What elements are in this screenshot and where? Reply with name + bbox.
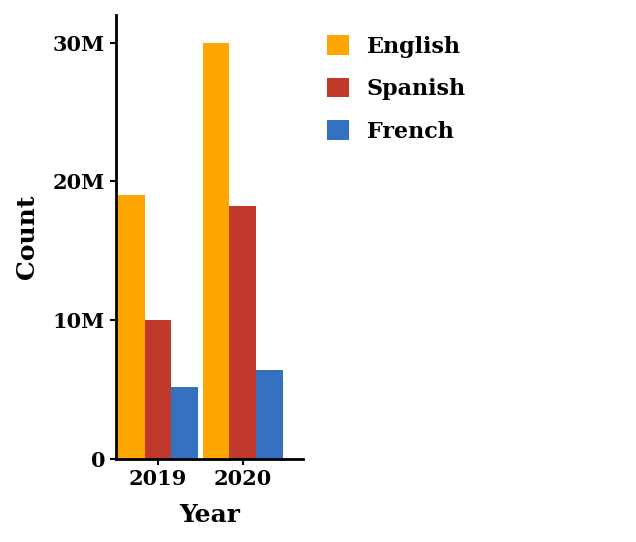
Legend: English, Spanish, French: English, Spanish, French — [318, 26, 475, 152]
Bar — [118, 195, 144, 459]
Bar — [256, 370, 282, 459]
Y-axis label: Count: Count — [15, 195, 39, 279]
Bar — [230, 207, 256, 459]
Bar — [171, 386, 198, 459]
X-axis label: Year: Year — [179, 503, 240, 527]
Bar — [144, 320, 171, 459]
Bar — [203, 43, 230, 459]
